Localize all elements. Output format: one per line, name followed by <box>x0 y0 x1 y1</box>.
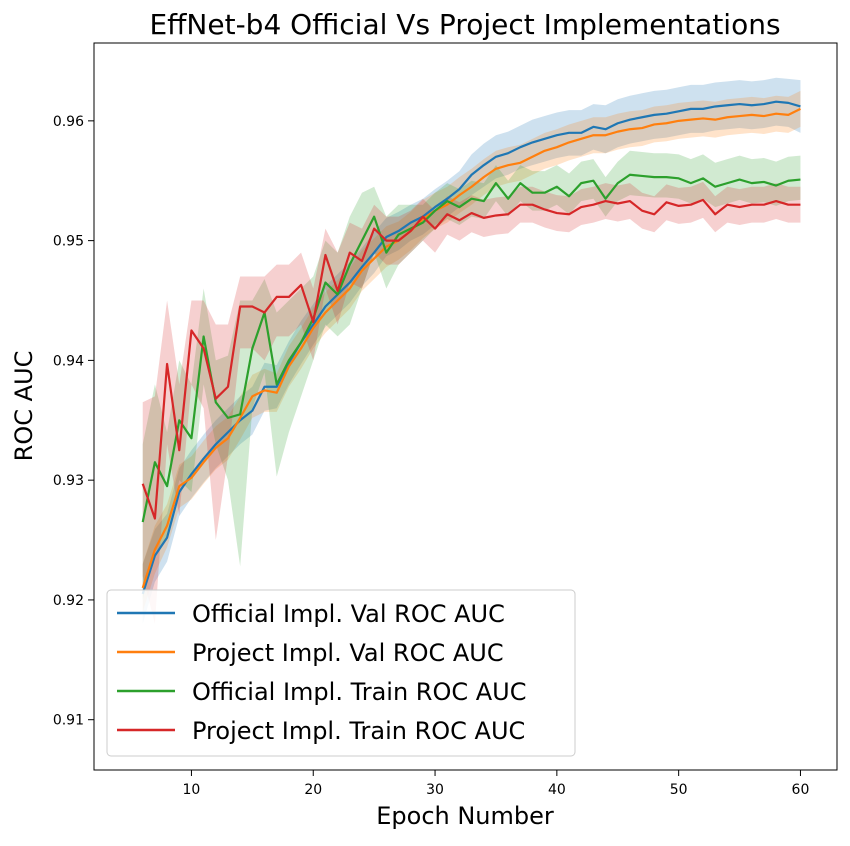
x-tick-label: 60 <box>792 782 810 798</box>
x-axis-ticks: 10 20 30 40 50 60 <box>183 770 810 798</box>
y-tick-label: 0.92 <box>53 593 84 609</box>
line-official-impl-train-roc-auc <box>141 173 801 523</box>
line-project-impl-val-roc-auc <box>141 107 801 589</box>
x-tick-label: 30 <box>426 782 444 798</box>
x-tick-label: 50 <box>670 782 688 798</box>
y-axis-label: ROC AUC <box>10 351 38 462</box>
legend: Official Impl. Val ROC AUC Project Impl. … <box>106 589 576 757</box>
x-tick-label: 10 <box>183 782 201 798</box>
plot-frame <box>93 42 838 771</box>
y-tick-label: 0.91 <box>53 713 84 729</box>
y-tick-label: 0.93 <box>53 473 84 489</box>
y-tick-label: 0.95 <box>53 234 84 250</box>
band-project-impl-val-roc-auc <box>142 90 801 612</box>
legend-frame <box>106 589 576 757</box>
band-project-impl-train-roc-auc <box>142 181 801 624</box>
line-project-impl-train-roc-auc <box>141 198 801 520</box>
line-official-impl-val-roc-auc <box>141 100 801 595</box>
legend-label-project-impl-train-roc-auc: Project Impl. Train ROC AUC <box>192 717 525 745</box>
y-axis-ticks: 0.91 0.92 0.93 0.94 0.95 0.96 <box>53 114 94 729</box>
legend-label-official-impl-val-roc-auc: Official Impl. Val ROC AUC <box>192 600 505 628</box>
y-tick-label: 0.96 <box>53 114 84 130</box>
legend-label-project-impl-val-roc-auc: Project Impl. Val ROC AUC <box>192 639 504 667</box>
x-tick-label: 40 <box>548 782 566 798</box>
y-tick-label: 0.94 <box>53 353 84 369</box>
legend-label-official-impl-train-roc-auc: Official Impl. Train ROC AUC <box>192 678 527 706</box>
x-axis-label: Epoch Number <box>376 802 554 830</box>
chart-title: EffNet-b4 Official Vs Project Implementa… <box>149 8 780 41</box>
x-tick-label: 20 <box>304 782 322 798</box>
series-lines <box>141 100 801 595</box>
